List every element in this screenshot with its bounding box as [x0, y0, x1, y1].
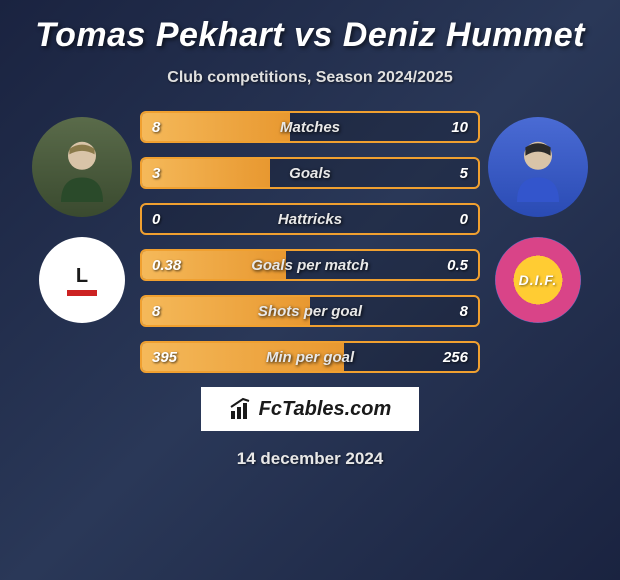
- stat-value-left: 8: [142, 119, 170, 136]
- stat-value-right: 0.5: [437, 257, 478, 274]
- stat-value-right: 8: [450, 303, 478, 320]
- club-text: D.I.F.: [519, 272, 558, 288]
- player2-club-logo: D.I.F.: [495, 237, 581, 323]
- page-title: Tomas Pekhart vs Deniz Hummet: [35, 16, 585, 55]
- stat-value-left: 3: [142, 165, 170, 182]
- stats-column: 8 Matches 10 3 Goals 5 0 Hattricks 0 0.38 Goals pe…: [140, 111, 480, 373]
- main-area: 8 Matches 10 3 Goals 5 0 Hattricks 0 0.38 Goals pe…: [0, 111, 620, 373]
- stat-label: Min per goal: [266, 349, 354, 366]
- stat-row: 0.38 Goals per match 0.5: [140, 249, 480, 281]
- stat-label: Matches: [280, 119, 340, 136]
- stat-value-right: 10: [441, 119, 478, 136]
- stat-value-left: 0: [142, 211, 170, 228]
- stat-row: 395 Min per goal 256: [140, 341, 480, 373]
- stat-value-right: 256: [433, 349, 478, 366]
- player1-avatar: [32, 117, 132, 217]
- stat-value-right: 5: [450, 165, 478, 182]
- player1-club-logo: [39, 237, 125, 323]
- branding-badge[interactable]: FcTables.com: [201, 387, 420, 431]
- stat-label: Goals: [289, 165, 331, 182]
- stat-value-left: 8: [142, 303, 170, 320]
- right-column: D.I.F.: [488, 111, 588, 323]
- person-icon: [503, 132, 573, 202]
- stat-row: 8 Matches 10: [140, 111, 480, 143]
- stat-label: Goals per match: [251, 257, 369, 274]
- stat-value-right: 0: [450, 211, 478, 228]
- stat-value-left: 0.38: [142, 257, 191, 274]
- stat-value-left: 395: [142, 349, 187, 366]
- date-text: 14 december 2024: [237, 449, 384, 469]
- person-icon: [47, 132, 117, 202]
- stat-label: Hattricks: [278, 211, 342, 228]
- stat-row: 0 Hattricks 0: [140, 203, 480, 235]
- stat-label: Shots per goal: [258, 303, 362, 320]
- club-shield-icon: [57, 250, 107, 310]
- branding-text: FcTables.com: [259, 398, 392, 421]
- stat-row: 8 Shots per goal 8: [140, 295, 480, 327]
- player1-name: Tomas Pekhart: [35, 16, 284, 54]
- subtitle: Club competitions, Season 2024/2025: [167, 69, 452, 87]
- player2-name: Deniz Hummet: [343, 16, 585, 54]
- comparison-card: Tomas Pekhart vs Deniz Hummet Club compe…: [0, 0, 620, 580]
- stat-row: 3 Goals 5: [140, 157, 480, 189]
- vs-separator: vs: [294, 16, 333, 54]
- player2-avatar: [488, 117, 588, 217]
- left-column: [32, 111, 132, 323]
- chart-icon: [229, 397, 253, 421]
